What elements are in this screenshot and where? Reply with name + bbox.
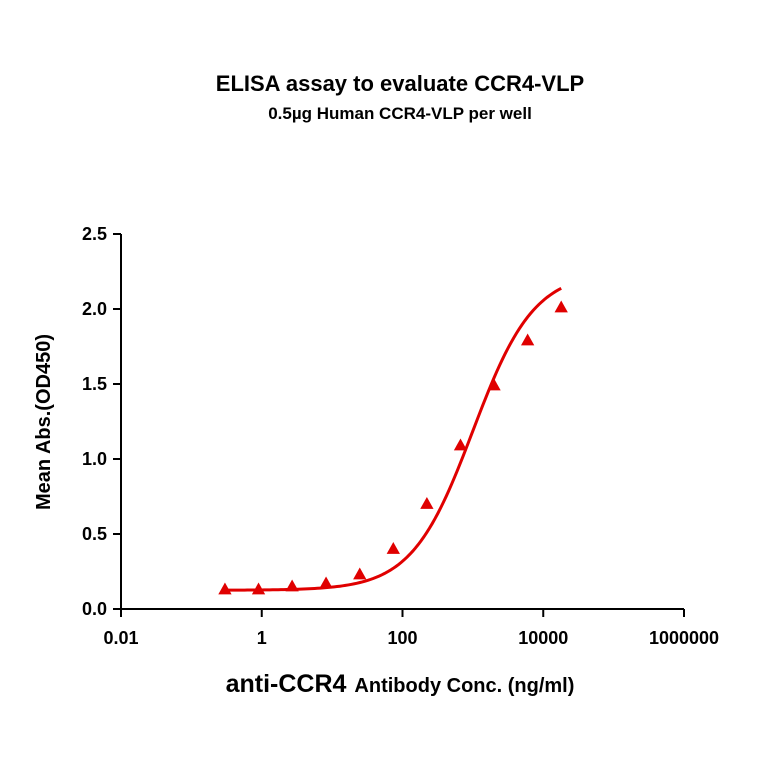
chart-subtitle: 0.5µg Human CCR4-VLP per well xyxy=(268,104,532,123)
data-point xyxy=(520,333,535,346)
plot-area xyxy=(218,286,568,595)
data-point xyxy=(251,582,266,595)
y-tick-label: 1.0 xyxy=(82,449,107,469)
y-tick-label: 2.0 xyxy=(82,299,107,319)
data-point xyxy=(386,542,400,554)
data-point xyxy=(554,300,568,313)
y-ticks: 0.0 0.5 1.0 1.5 2.0 2.5 xyxy=(82,224,121,619)
x-axis-label-rest: Antibody Conc. (ng/ml) xyxy=(354,675,574,697)
y-tick-label: 1.5 xyxy=(82,374,107,394)
x-tick-label: 100 xyxy=(387,628,417,648)
data-point xyxy=(453,438,468,451)
data-point xyxy=(319,576,333,589)
axes xyxy=(120,234,684,610)
data-point xyxy=(487,378,501,391)
y-tick-label: 0.0 xyxy=(82,599,107,619)
x-axis-label: anti-CCR4 Antibody Conc. (ng/ml) xyxy=(226,670,575,698)
y-tick-label: 2.5 xyxy=(82,224,107,244)
data-point xyxy=(353,567,367,580)
x-tick-label: 10000 xyxy=(518,628,568,648)
data-point xyxy=(420,497,434,509)
x-tick-label: 1 xyxy=(257,628,267,648)
x-axis-label-main: anti-CCR4 xyxy=(226,670,347,698)
data-point xyxy=(285,579,299,592)
x-ticks: 0.01 1 100 10000 1000000 xyxy=(103,609,719,648)
data-point xyxy=(218,582,232,595)
y-axis-label: Mean Abs.(OD450) xyxy=(33,334,55,510)
chart-title: ELISA assay to evaluate CCR4-VLP xyxy=(216,71,584,96)
x-tick-label: 1000000 xyxy=(649,628,719,648)
x-tick-label: 0.01 xyxy=(103,628,138,648)
fit-curve xyxy=(224,286,562,592)
y-tick-label: 0.5 xyxy=(82,524,107,544)
